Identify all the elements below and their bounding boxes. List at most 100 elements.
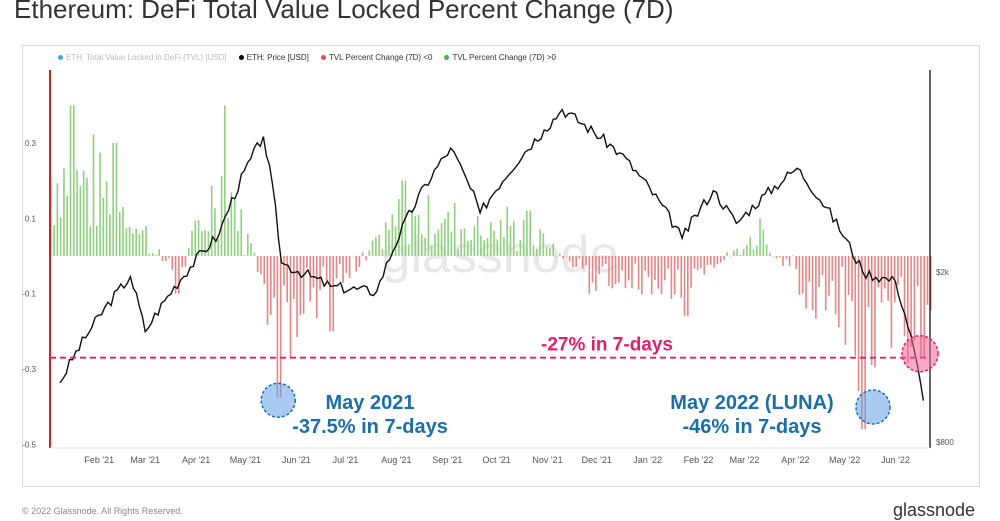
- tvl-change-bar: [470, 239, 472, 256]
- tvl-change-bar: [151, 253, 154, 256]
- tvl-change-bar: [388, 229, 390, 256]
- x-tick-label: Nov '21: [532, 455, 562, 465]
- tvl-change-bar: [765, 244, 768, 256]
- tvl-change-bar: [398, 199, 400, 256]
- tvl-change-bar: [158, 249, 160, 256]
- x-tick-label: May '21: [230, 455, 261, 465]
- tvl-change-bar: [155, 255, 157, 256]
- tvl-change-bar: [197, 220, 200, 256]
- tvl-change-bar: [319, 256, 321, 291]
- tvl-change-bar: [486, 238, 489, 256]
- tvl-change-bar: [539, 228, 541, 256]
- legend-dot-negative: [320, 55, 326, 60]
- x-tick-label: Apr '21: [182, 455, 210, 465]
- tvl-change-bar: [801, 256, 804, 294]
- tvl-change-bar: [719, 256, 722, 263]
- tvl-change-bar: [201, 231, 203, 256]
- y-left-tick-label: -0.5: [22, 440, 36, 449]
- tvl-change-bar: [631, 256, 633, 289]
- tvl-change-bar: [785, 256, 788, 259]
- tvl-change-bar: [256, 256, 259, 272]
- tvl-change-bar: [867, 256, 870, 308]
- legend: ETH: Total Value Locked in DeFi (TVL) [U…: [58, 53, 556, 62]
- tvl-change-bar: [529, 210, 532, 256]
- tvl-change-bar: [713, 256, 715, 268]
- tvl-change-bar: [706, 256, 709, 266]
- tvl-change-bar: [736, 248, 738, 256]
- tvl-change-bar: [296, 256, 298, 338]
- tvl-change-bar: [926, 256, 929, 305]
- legend-item-positive[interactable]: TVL Percent Change (7D) >0: [444, 53, 556, 62]
- tvl-change-bar: [138, 234, 141, 256]
- highlight-circle-may-2022: [855, 389, 891, 425]
- tvl-change-bar: [637, 256, 640, 290]
- tvl-change-bar: [161, 256, 164, 262]
- x-tick-label: Aug '21: [381, 455, 411, 465]
- tvl-change-bar: [890, 256, 893, 349]
- tvl-change-bar: [224, 105, 226, 256]
- tvl-change-bar: [535, 249, 538, 256]
- tvl-change-bar: [831, 256, 834, 281]
- tvl-change-bar: [102, 197, 105, 256]
- tvl-change-bar: [693, 256, 696, 269]
- legend-item-tvl[interactable]: ETH: Total Value Locked in DeFi (TVL) [U…: [58, 53, 227, 62]
- tvl-change-bar: [769, 252, 771, 256]
- tvl-change-bar: [884, 256, 886, 289]
- tvl-change-bar: [191, 230, 193, 256]
- tvl-change-bar: [828, 256, 830, 296]
- tvl-change-bar: [292, 256, 295, 299]
- tvl-change-bar: [581, 256, 584, 269]
- tvl-change-bar: [72, 105, 75, 256]
- tvl-change-bar: [683, 256, 686, 317]
- y-right-tick-label: $800: [936, 438, 954, 447]
- legend-item-negative[interactable]: TVL Percent Change (7D) <0: [320, 53, 433, 62]
- tvl-change-bar: [506, 206, 509, 256]
- tvl-change-bar: [775, 256, 778, 259]
- tvl-change-bar: [214, 208, 216, 256]
- tvl-change-bar: [930, 256, 932, 311]
- tvl-change-bar: [424, 237, 426, 256]
- legend-label-negative: TVL Percent Change (7D) <0: [328, 53, 433, 62]
- tvl-change-bar: [572, 256, 574, 268]
- tvl-change-bar: [621, 256, 623, 271]
- tvl-change-bar: [782, 256, 784, 266]
- x-tick-label: Jul '21: [333, 455, 359, 465]
- tvl-change-bar: [657, 256, 660, 289]
- tvl-change-bar: [348, 256, 351, 279]
- tvl-change-bar: [565, 256, 568, 257]
- tvl-change-bar: [375, 237, 377, 256]
- tvl-change-bar: [568, 256, 571, 262]
- tvl-change-bar: [897, 256, 899, 285]
- tvl-change-bar: [434, 233, 436, 256]
- tvl-change-bar: [312, 256, 315, 288]
- legend-label-tvl: ETH: Total Value Locked in DeFi (TVL) [U…: [66, 53, 227, 62]
- tvl-change-bar: [634, 256, 637, 264]
- tvl-change-bar: [342, 256, 344, 283]
- tvl-change-bar: [338, 256, 341, 265]
- tvl-change-bar: [128, 226, 131, 256]
- tvl-change-bar: [778, 256, 781, 258]
- tvl-change-bar: [273, 256, 275, 298]
- tvl-change-bar: [444, 218, 446, 256]
- tvl-change-bar: [66, 195, 69, 256]
- tvl-change-bar: [824, 256, 827, 311]
- tvl-change-bar: [578, 256, 581, 259]
- legend-item-price[interactable]: ETH: Price [USD]: [238, 53, 309, 62]
- tvl-change-bar: [355, 256, 357, 272]
- y-left-tick-label: 0.3: [25, 139, 37, 148]
- tvl-change-bar: [910, 256, 912, 347]
- tvl-change-bar: [549, 248, 551, 256]
- tvl-change-bar: [79, 185, 82, 256]
- tvl-change-bar: [755, 245, 758, 256]
- tvl-change-bar: [210, 185, 213, 256]
- tvl-change-bar: [667, 256, 669, 269]
- tvl-change-bar: [315, 256, 318, 318]
- tvl-change-bar: [903, 256, 906, 337]
- tvl-change-bar: [670, 256, 673, 299]
- tvl-change-bar: [368, 250, 371, 256]
- tvl-change-bar: [690, 256, 692, 288]
- tvl-change-bar: [447, 212, 449, 256]
- tvl-change-bar: [509, 225, 512, 256]
- x-tick-label: Dec '21: [582, 455, 612, 465]
- tvl-change-bar: [746, 244, 748, 256]
